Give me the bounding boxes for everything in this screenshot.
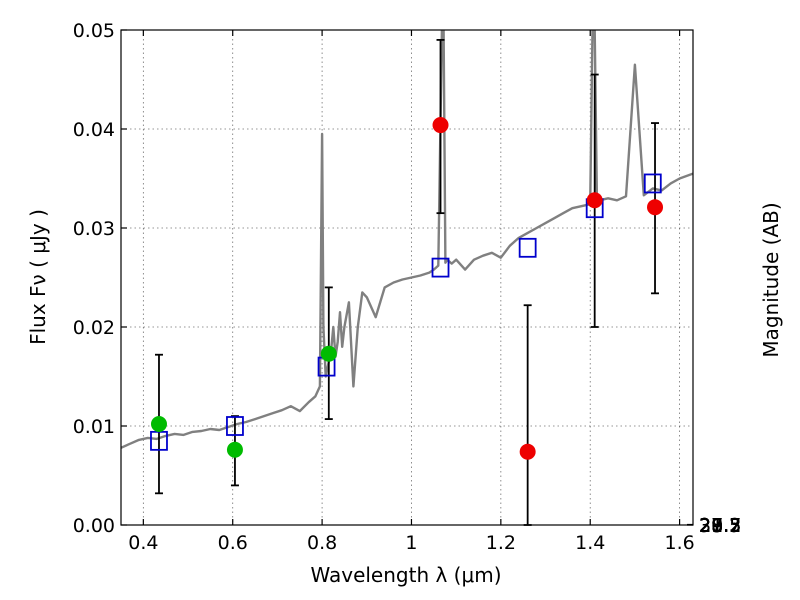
mag-tick-label: 31 <box>699 515 723 537</box>
model-square-marker <box>431 257 450 278</box>
upper-limit-point <box>647 199 664 216</box>
x-axis-label: Wavelength λ (μm) <box>310 563 501 587</box>
mag-tick-label: 27.2 <box>699 515 741 537</box>
plot-frame <box>120 29 694 526</box>
detection-point <box>150 416 167 433</box>
upper-limit-point <box>586 192 603 209</box>
upper-limit-point <box>432 117 449 134</box>
x-tick-label: 1.4 <box>575 532 605 554</box>
x-tick-label: 0.8 <box>307 532 337 554</box>
y-axis-label: Flux Fν ( μJy ) <box>26 209 50 345</box>
model-square-marker <box>226 416 244 436</box>
y-tick-label: 0.05 <box>73 20 115 42</box>
mag-tick-label: 28.2 <box>699 515 741 537</box>
model-photometry-squares <box>150 173 662 451</box>
y-tick-label: 0.03 <box>73 218 115 240</box>
y-tick-label: 0.02 <box>73 317 115 339</box>
detection-point <box>320 345 337 362</box>
axis-ticks: 0.4 0.6 0.8 1 1.2 1.4 1.6 0.00 0.01 0.02 0.03 0.04 0… <box>73 20 742 554</box>
upper-limit-point <box>519 443 536 460</box>
y-tick-label: 0.04 <box>73 119 115 141</box>
y-tick-label: 0.00 <box>73 515 115 537</box>
mag-tick-label: 29.5 <box>699 515 741 537</box>
mag-tick-label: 27.7 <box>699 515 741 537</box>
y2-axis-label: Magnitude (AB) <box>759 202 783 357</box>
model-spectrum-line <box>121 30 693 449</box>
y-tick-label: 0.01 <box>73 416 115 438</box>
mag-tick-label: 28.5 <box>699 515 741 537</box>
detection-point <box>226 441 243 458</box>
x-tick-label: 1.2 <box>486 532 516 554</box>
model-square-marker <box>518 237 537 258</box>
spectrum-line <box>121 30 693 449</box>
x-tick-label: 0.4 <box>128 532 158 554</box>
model-square-marker <box>643 173 662 194</box>
observed-points <box>150 117 664 460</box>
mag-tick-label: 28 <box>699 515 723 537</box>
mag-tick-label: 27.3 <box>699 515 741 537</box>
x-tick-label: 1 <box>405 532 417 554</box>
mag-tick-label: 27.5 <box>699 515 741 537</box>
mag-tick-label: 30 <box>699 515 723 537</box>
mag-tick-label: 29 <box>699 515 723 537</box>
x-tick-label: 1.6 <box>664 532 694 554</box>
x-tick-label: 0.6 <box>218 532 248 554</box>
